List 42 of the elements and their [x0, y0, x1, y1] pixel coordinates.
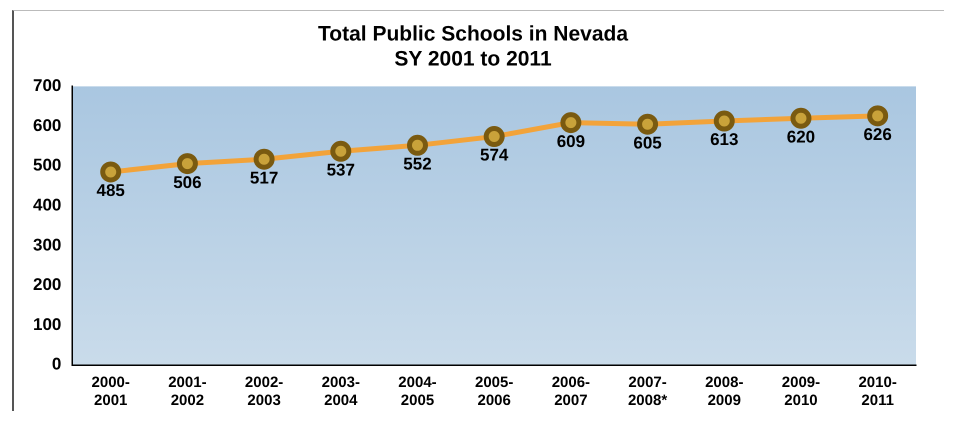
x-tick-label: 2000-2001: [92, 374, 130, 410]
point: [867, 105, 888, 126]
point: [254, 148, 275, 170]
y-tick-label: 600: [32, 116, 62, 135]
x-tick-label: 2010-2011: [858, 374, 897, 410]
point: [790, 108, 812, 129]
y-tick-label: 100: [32, 314, 62, 334]
point: [406, 134, 428, 156]
point: [637, 114, 658, 135]
data-label: 626: [863, 125, 892, 144]
x-tick-label: 2003-2004: [322, 374, 360, 410]
x-tick-label: 2001-2002: [168, 374, 207, 410]
x-tick-label: 2009-2010: [782, 374, 820, 410]
data-label: 485: [96, 181, 125, 200]
y-tick-label: 300: [32, 235, 62, 254]
y-tick-label: 400: [32, 195, 62, 214]
x-tick-label: 2002-2003: [244, 374, 284, 410]
point: [714, 110, 735, 132]
x-tick-label: 2007-2008*: [628, 374, 668, 410]
data-label: 537: [326, 160, 355, 180]
data-label: 517: [250, 168, 278, 188]
data-label: 620: [786, 127, 816, 146]
point: [484, 126, 505, 148]
point: [560, 112, 582, 134]
data-label: 552: [403, 154, 432, 174]
y-tick-label: 500: [32, 156, 62, 175]
y-tick-label: 0: [52, 354, 62, 374]
chart-title: Total Public Schools in Nevada SY 2001 to 2011: [318, 22, 628, 71]
x-tick-label: 2006-2007: [552, 374, 590, 410]
data-label: 506: [173, 172, 202, 192]
y-tick-label: 700: [32, 76, 62, 96]
data-label: 605: [633, 133, 662, 152]
x-tick-label: 2004-2005: [398, 374, 437, 410]
point: [176, 153, 198, 174]
point: [330, 140, 352, 162]
x-tick-label: 2005-2006: [474, 374, 514, 410]
data-label: 574: [480, 146, 509, 165]
data-label: 609: [556, 132, 586, 151]
x-tick-label: 2008-2009: [705, 374, 744, 410]
data-label: 613: [710, 130, 738, 150]
y-tick-label: 200: [32, 275, 62, 294]
point: [100, 161, 122, 182]
